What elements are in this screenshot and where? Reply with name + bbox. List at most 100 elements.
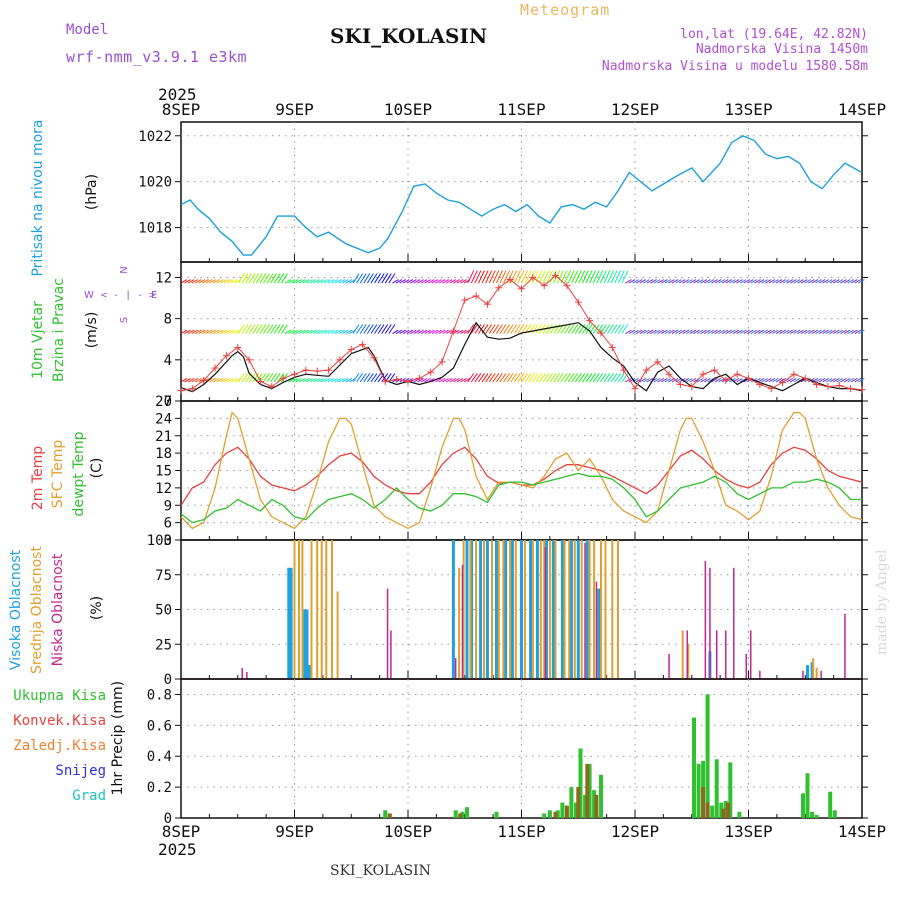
- low-cloud-bar: [745, 654, 747, 679]
- wind-barb: [363, 324, 371, 334]
- high-cloud-bar: [307, 665, 311, 679]
- wind-barb: [714, 377, 722, 383]
- wind-barb: [564, 373, 571, 383]
- gust-marker: [790, 370, 798, 378]
- gust-marker: [654, 358, 662, 366]
- wind-barb: [764, 279, 772, 284]
- wind-barb: [513, 324, 521, 334]
- precip-ylabel: 1hr Precip: [110, 725, 126, 796]
- wind-barb: [560, 324, 568, 334]
- wind-barb: [499, 270, 507, 284]
- wind-barb: [538, 270, 546, 284]
- pressure-unit: (hPa): [84, 174, 100, 210]
- low-cloud-bar: [716, 630, 718, 679]
- wind-barb: [402, 329, 410, 334]
- wind-barb: [195, 377, 202, 383]
- gust-marker: [200, 376, 208, 384]
- wind-barb: [202, 329, 209, 334]
- wind-barb: [578, 270, 586, 284]
- wind-barb: [546, 324, 554, 334]
- wind-barb: [306, 377, 313, 383]
- station-title: SKI_KOLASIN: [330, 24, 487, 48]
- total-precip-bar: [696, 763, 701, 818]
- wind-barb: [180, 329, 188, 334]
- wind-barb: [435, 377, 442, 383]
- wind-barb: [639, 279, 647, 284]
- wind-barb: [700, 377, 707, 383]
- wind-barb: [273, 373, 281, 383]
- cloud-ytick-label: 0: [164, 672, 172, 688]
- wind-barb: [818, 329, 826, 334]
- wind-barb: [736, 329, 743, 334]
- model-label: Model: [66, 22, 108, 38]
- gust-marker: [767, 385, 775, 393]
- wind-barb: [438, 279, 446, 284]
- gust-marker: [325, 366, 333, 374]
- wind-barb: [571, 270, 579, 284]
- wind-barb: [539, 373, 546, 383]
- pressure-ytick-label: 1018: [138, 221, 172, 237]
- wind-barb: [556, 270, 564, 284]
- wind-barb: [668, 377, 675, 383]
- wind-barb: [843, 329, 851, 334]
- dewpt-line: [180, 472, 862, 524]
- mid-cloud-bar: [298, 540, 300, 679]
- wind-barb: [377, 273, 385, 284]
- high-cloud-bar: [504, 540, 508, 679]
- wind-barb: [270, 373, 278, 383]
- gust-marker: [608, 343, 616, 351]
- wind-barb: [424, 377, 431, 383]
- top-tick-label: 8SEP: [162, 100, 201, 119]
- wind-barb: [775, 377, 783, 383]
- wind-barb: [395, 279, 403, 284]
- wind-barb: [779, 329, 786, 334]
- wind-barb: [299, 377, 306, 383]
- wind-barb: [288, 377, 295, 383]
- wind-barb: [807, 329, 815, 334]
- wind-barb: [302, 279, 310, 284]
- wind-barb: [843, 279, 851, 284]
- wind-barb: [431, 279, 439, 284]
- wind-barb: [485, 270, 493, 284]
- high-cloud-bar: [289, 567, 293, 679]
- total-precip-bar: [587, 763, 592, 818]
- wind-barb: [467, 270, 475, 284]
- wind-barb: [320, 279, 328, 284]
- gust-marker: [381, 377, 389, 385]
- wind-barb: [725, 329, 733, 334]
- wind-barb: [574, 373, 582, 383]
- total-precip-bar: [805, 773, 810, 818]
- wind-barb: [180, 279, 188, 284]
- mid-cloud-bar: [316, 540, 319, 679]
- wind-barb: [786, 329, 793, 334]
- gust-marker: [813, 381, 821, 389]
- top-tick-label: 9SEP: [275, 100, 314, 119]
- wind-barb: [216, 329, 224, 334]
- wind-barb: [761, 329, 768, 334]
- wind-barb: [309, 279, 317, 284]
- wind-barb: [521, 373, 528, 383]
- gust-marker: [404, 377, 412, 385]
- compass-east: E: [151, 290, 157, 301]
- wind-barb: [359, 373, 367, 383]
- temperature-ytick-label: 6: [164, 516, 172, 532]
- gust-marker: [302, 366, 310, 374]
- wind-barb: [790, 329, 797, 334]
- wind-barb: [635, 329, 643, 334]
- wind-barb: [858, 279, 865, 284]
- high-cloud-bar: [485, 540, 489, 679]
- wind-barb: [757, 279, 765, 284]
- wind-barb: [445, 377, 453, 383]
- bottom-tick-label: 13SEP: [724, 822, 772, 841]
- mid-cloud-bar: [469, 540, 472, 679]
- compass-west: W: [84, 290, 94, 301]
- mid-cloud-bar: [604, 540, 607, 679]
- wind-barb: [209, 377, 216, 383]
- wind-barb: [453, 279, 460, 284]
- gust-marker: [268, 383, 276, 391]
- wind-barb: [456, 377, 464, 383]
- wind-barb: [467, 324, 475, 334]
- wind-barb: [585, 373, 593, 383]
- wind-barb: [241, 273, 249, 284]
